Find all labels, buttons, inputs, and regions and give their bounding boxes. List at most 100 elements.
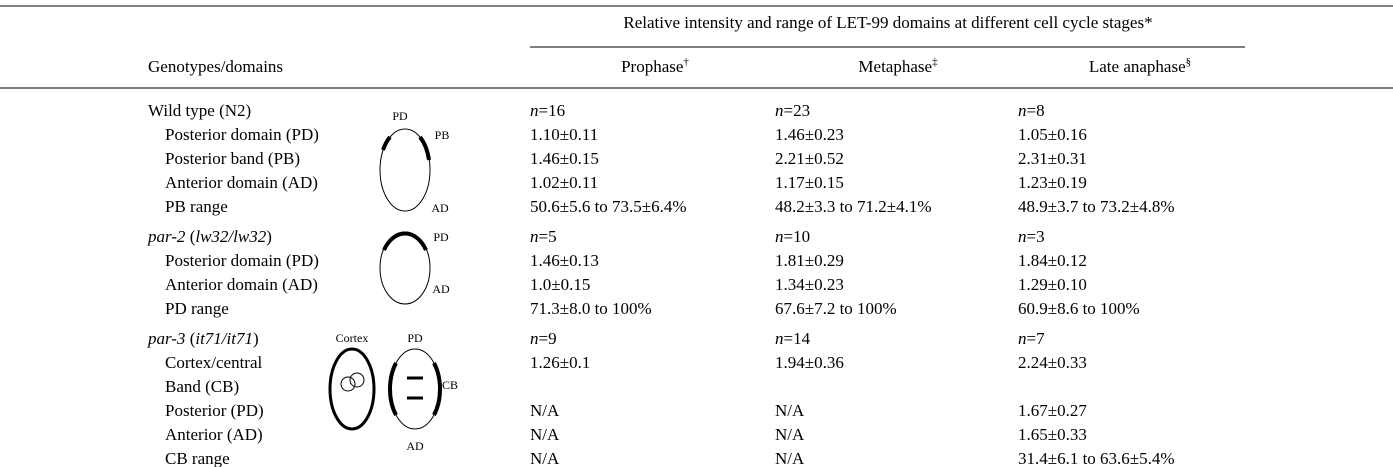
table: Relative intensity and range of LET-99 d… [0, 0, 1393, 467]
cell: 1.94±0.36 [775, 353, 844, 372]
cell: 1.0±0.15 [530, 275, 590, 294]
count: n=14 [775, 329, 811, 348]
cell: 2.31±0.31 [1018, 149, 1087, 168]
text-segment: lw32/lw32 [195, 227, 266, 246]
diagram-label: AD [432, 282, 450, 296]
genotype: Wild type (N2) [148, 101, 251, 120]
cell: 31.4±6.1 to 63.6±5.4% [1018, 449, 1175, 467]
cell: 67.6±7.2 to 100% [775, 299, 897, 318]
row-label: Posterior domain (PD) [165, 251, 319, 270]
text-segment: ) [253, 329, 259, 348]
count: n=16 [530, 101, 565, 120]
text-segment: par-2 [147, 227, 186, 246]
cell: 50.6±5.6 to 73.5±6.4% [530, 197, 687, 216]
cell: 1.26±0.1 [530, 353, 590, 372]
cell: N/A [775, 401, 805, 420]
diagram-par-3 [330, 349, 440, 429]
column-title: Late anaphase [1089, 57, 1186, 76]
cell: 60.9±8.6 to 100% [1018, 299, 1140, 318]
cell: N/A [530, 401, 560, 420]
genotype: par-3 (it71/it71) [147, 329, 259, 348]
footnote-mark: ‡ [932, 56, 938, 68]
span-title: Relative intensity and range of LET-99 d… [623, 13, 1152, 32]
diagram-label: AD [431, 201, 449, 215]
text-segment: =5 [539, 227, 557, 246]
text-segment: n [1018, 329, 1027, 348]
footnote-mark: § [1186, 56, 1192, 68]
column-header: Prophase† [621, 56, 689, 76]
text-segment: =7 [1027, 329, 1046, 348]
cell: 1.46±0.13 [530, 251, 599, 270]
row-label: Posterior (PD) [165, 401, 264, 420]
text-segment: ( [185, 227, 195, 246]
cell: N/A [530, 425, 560, 444]
cell: 1.84±0.12 [1018, 251, 1087, 270]
genotype: par-2 (lw32/lw32) [147, 227, 272, 246]
diagram-label: AD [406, 439, 424, 453]
row-label: Posterior band (PB) [165, 149, 300, 168]
row-label: Cortex/central [165, 353, 263, 372]
row-label: PB range [165, 197, 228, 216]
diagram-label: PD [433, 230, 449, 244]
row-label: PD range [165, 299, 229, 318]
row-label: Anterior domain (AD) [165, 173, 318, 192]
text-segment: it71/it71 [195, 329, 253, 348]
count: n=3 [1018, 227, 1045, 246]
cell: 2.21±0.52 [775, 149, 844, 168]
text-segment: n [775, 329, 784, 348]
count: n=7 [1018, 329, 1045, 348]
cell: 48.2±3.3 to 71.2±4.1% [775, 197, 932, 216]
row-label: Posterior domain (PD) [165, 125, 319, 144]
column-title: Prophase [621, 57, 683, 76]
text-segment: =9 [539, 329, 557, 348]
text-segment: par-3 [147, 329, 185, 348]
column-title: Metaphase [858, 57, 932, 76]
cell: 71.3±8.0 to 100% [530, 299, 652, 318]
row-label: Anterior domain (AD) [165, 275, 318, 294]
text-segment: n [530, 227, 539, 246]
text-segment: =10 [784, 227, 811, 246]
text-segment: ) [266, 227, 272, 246]
cell: 48.9±3.7 to 73.2±4.8% [1018, 197, 1175, 216]
text-segment: n [775, 227, 784, 246]
text-segment: n [530, 329, 539, 348]
column-header: Metaphase‡ [858, 56, 938, 76]
diagram-label: PB [435, 128, 450, 142]
diagram-label: Cortex [336, 331, 369, 345]
cell: 1.23±0.19 [1018, 173, 1087, 192]
text-segment: =23 [784, 101, 811, 120]
footnote-mark: † [683, 56, 689, 68]
cell: N/A [775, 449, 805, 467]
row-label: Anterior (AD) [165, 425, 263, 444]
cell: N/A [530, 449, 560, 467]
text-segment: =3 [1027, 227, 1045, 246]
diagram-label: PD [407, 331, 423, 345]
count: n=5 [530, 227, 557, 246]
count: n=8 [1018, 101, 1045, 120]
diagram-par-2 [380, 232, 430, 304]
text-segment: =16 [539, 101, 566, 120]
row-label: CB range [165, 449, 230, 467]
text-segment: n [1018, 101, 1027, 120]
row-header: Genotypes/domains [148, 57, 283, 76]
count: n=9 [530, 329, 557, 348]
cell: 1.34±0.23 [775, 275, 844, 294]
cell: 1.10±0.11 [530, 125, 598, 144]
row-label: Band (CB) [165, 377, 239, 396]
text-segment: n [775, 101, 784, 120]
cell: 1.46±0.23 [775, 125, 844, 144]
text-segment: =8 [1027, 101, 1045, 120]
cell: 1.67±0.27 [1018, 401, 1087, 420]
text-segment: n [1018, 227, 1027, 246]
cell: 1.81±0.29 [775, 251, 844, 270]
text-segment: =14 [784, 329, 811, 348]
text-segment: n [530, 101, 539, 120]
cell: 1.02±0.11 [530, 173, 598, 192]
diagram-wild-type [380, 129, 430, 211]
cell: 1.46±0.15 [530, 149, 599, 168]
diagram-label: PD [392, 109, 408, 123]
cell: N/A [775, 425, 805, 444]
text-segment: ( [185, 329, 195, 348]
column-header: Late anaphase§ [1089, 56, 1191, 76]
cell: 1.17±0.15 [775, 173, 844, 192]
